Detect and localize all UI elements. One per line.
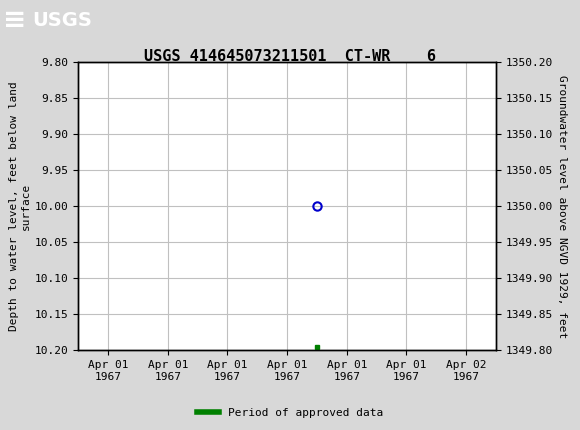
Y-axis label: Depth to water level, feet below land
surface: Depth to water level, feet below land su…	[9, 82, 31, 331]
Text: USGS 414645073211501  CT-WR    6: USGS 414645073211501 CT-WR 6	[144, 49, 436, 64]
Text: USGS: USGS	[32, 11, 92, 30]
Y-axis label: Groundwater level above NGVD 1929, feet: Groundwater level above NGVD 1929, feet	[557, 75, 567, 338]
Text: ≡: ≡	[3, 6, 26, 34]
Legend: Period of approved data: Period of approved data	[193, 403, 387, 422]
